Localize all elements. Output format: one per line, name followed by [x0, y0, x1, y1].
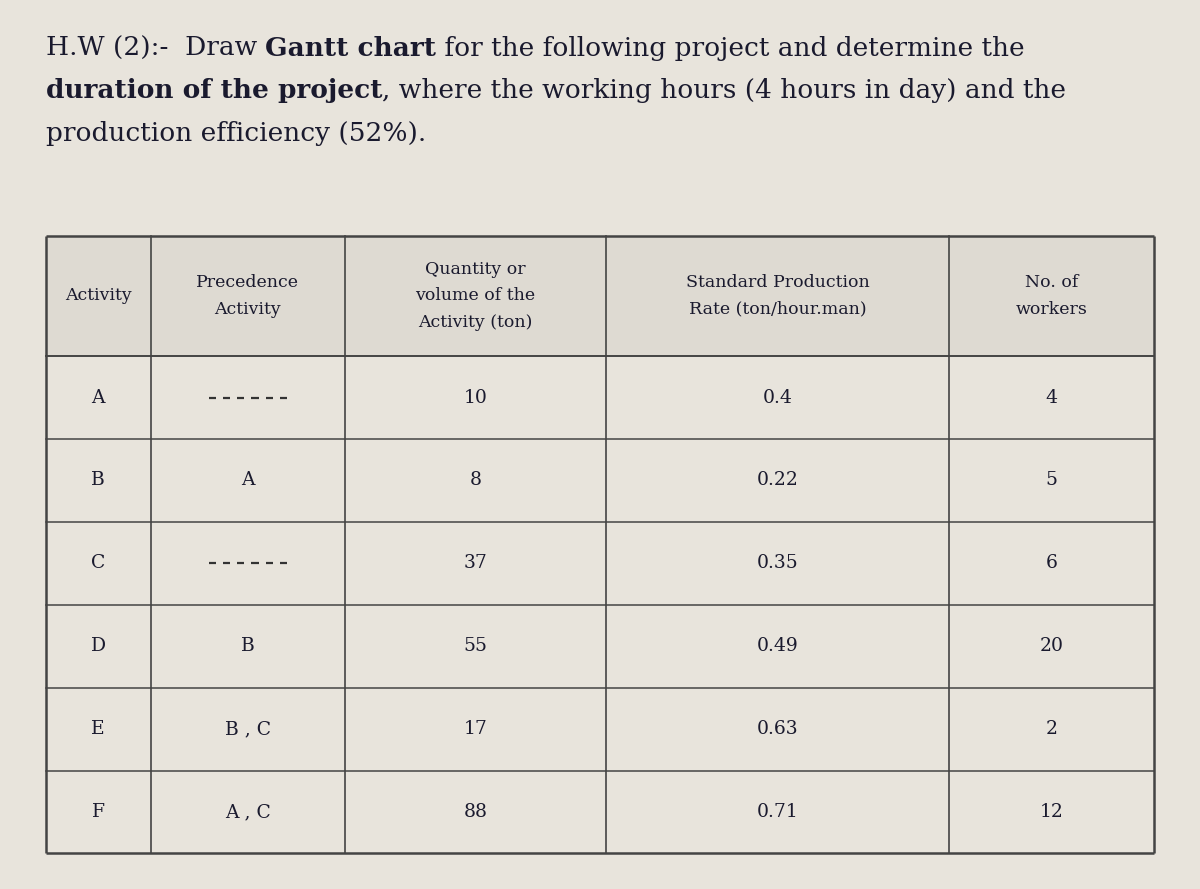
Text: Activity: Activity	[65, 287, 132, 304]
Text: 0.63: 0.63	[756, 720, 798, 738]
Text: B , C: B , C	[224, 720, 271, 738]
Text: A , C: A , C	[226, 803, 271, 821]
Text: 0.22: 0.22	[756, 471, 798, 490]
Text: 37: 37	[463, 555, 487, 573]
Text: 0.35: 0.35	[756, 555, 798, 573]
Text: 0.71: 0.71	[756, 803, 798, 821]
Text: Activity: Activity	[215, 300, 281, 317]
Text: A: A	[241, 471, 254, 490]
Text: Quantity or: Quantity or	[425, 260, 526, 277]
Text: F: F	[91, 803, 104, 821]
Text: 12: 12	[1040, 803, 1063, 821]
Bar	[46, 236, 1154, 853]
Text: 4: 4	[1046, 388, 1058, 406]
Text: 5: 5	[1046, 471, 1058, 490]
Text: B: B	[241, 637, 254, 655]
Text: 55: 55	[463, 637, 487, 655]
Text: C: C	[91, 555, 106, 573]
Text: 10: 10	[463, 388, 487, 406]
Text: No. of: No. of	[1025, 274, 1079, 291]
Text: 8: 8	[469, 471, 481, 490]
Text: Standard Production: Standard Production	[685, 274, 869, 291]
Text: 20: 20	[1040, 637, 1064, 655]
Text: A: A	[91, 388, 106, 406]
Text: 2: 2	[1046, 720, 1058, 738]
Text: Precedence: Precedence	[197, 274, 300, 291]
Text: duration of the project: duration of the project	[46, 78, 382, 103]
Text: 88: 88	[463, 803, 487, 821]
Text: B: B	[91, 471, 106, 490]
Text: volume of the: volume of the	[415, 287, 535, 304]
Text: D: D	[91, 637, 106, 655]
Text: 0.49: 0.49	[756, 637, 798, 655]
Text: Gantt chart: Gantt chart	[265, 36, 437, 60]
Text: production efficiency (52%).: production efficiency (52%).	[46, 121, 426, 146]
Text: E: E	[91, 720, 106, 738]
Text: for the following project and determine the: for the following project and determine …	[437, 36, 1025, 60]
Text: Rate (ton/hour.man): Rate (ton/hour.man)	[689, 300, 866, 317]
Text: workers: workers	[1016, 300, 1087, 317]
Text: Activity (ton): Activity (ton)	[418, 314, 533, 331]
Bar	[46, 236, 1154, 356]
Text: , where the working hours (4 hours in day) and the: , where the working hours (4 hours in da…	[382, 78, 1066, 103]
Text: 17: 17	[463, 720, 487, 738]
Text: H.W (2):-  Draw: H.W (2):- Draw	[46, 36, 265, 60]
Text: 0.4: 0.4	[762, 388, 792, 406]
Text: 6: 6	[1046, 555, 1057, 573]
